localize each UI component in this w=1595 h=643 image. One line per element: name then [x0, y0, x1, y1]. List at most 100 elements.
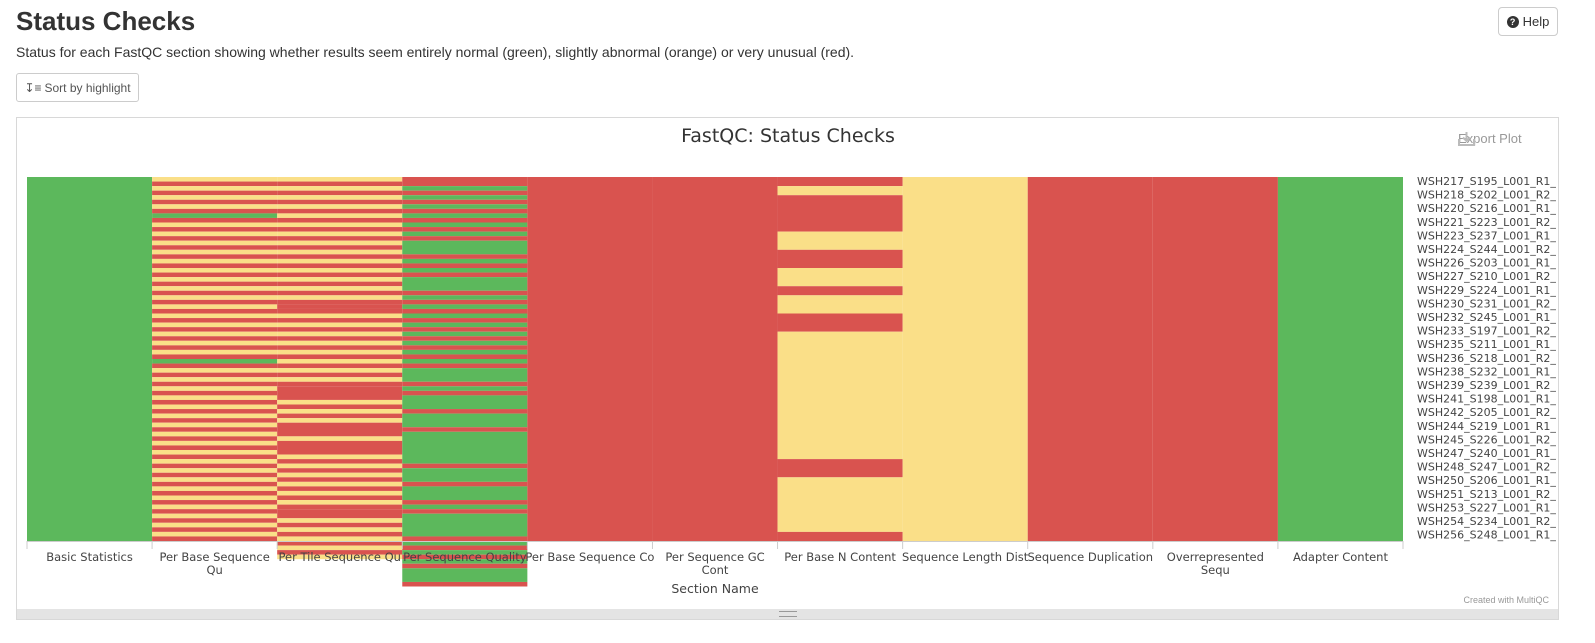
- heatmap-cell-2-21[interactable]: [277, 272, 403, 278]
- heatmap-cell-1-20[interactable]: [152, 268, 278, 273]
- heatmap-cell-1-0[interactable]: [152, 177, 278, 182]
- heatmap-cell-1-15[interactable]: [152, 245, 278, 250]
- heatmap-cell-6-8[interactable]: [777, 313, 903, 332]
- heatmap-cell-6-6[interactable]: [777, 286, 903, 296]
- heatmap-cell-2-60[interactable]: [277, 477, 403, 482]
- heatmap-cell-2-70[interactable]: [277, 527, 403, 532]
- heatmap-cell-1-72[interactable]: [152, 504, 278, 510]
- heatmap-cell-1-59[interactable]: [152, 445, 278, 450]
- heatmap-cell-3-4[interactable]: [402, 199, 528, 205]
- heatmap-cell-3-9[interactable]: [402, 222, 528, 228]
- heatmap-cell-1-32[interactable]: [152, 322, 278, 328]
- heatmap-cell-1-2[interactable]: [152, 186, 278, 191]
- heatmap-cell-3-52[interactable]: [402, 509, 528, 514]
- heatmap-cell-9-0[interactable]: [1152, 177, 1278, 541]
- heatmap-cell-1-55[interactable]: [152, 427, 278, 432]
- heatmap-cell-7-0[interactable]: [902, 177, 1028, 541]
- heatmap-cell-2-40[interactable]: [277, 359, 403, 364]
- heatmap-cell-1-46[interactable]: [152, 386, 278, 391]
- heatmap-cell-3-7[interactable]: [402, 213, 528, 218]
- heatmap-cell-6-2[interactable]: [777, 195, 903, 232]
- plot-resize-handle[interactable]: [17, 609, 1558, 619]
- heatmap-cell-2-27[interactable]: [277, 299, 403, 305]
- heatmap-cell-4-0[interactable]: [527, 177, 653, 541]
- heatmap-cell-3-30[interactable]: [402, 336, 528, 341]
- heatmap-cell-1-60[interactable]: [152, 450, 278, 455]
- heatmap-cell-3-61[interactable]: [402, 568, 528, 582]
- heatmap-cell-3-24[interactable]: [402, 308, 528, 314]
- heatmap-cell-1-42[interactable]: [152, 368, 278, 373]
- heatmap-cell-3-41[interactable]: [402, 395, 528, 410]
- heatmap-cell-3-54[interactable]: [402, 536, 528, 541]
- heatmap-cell-3-15[interactable]: [402, 258, 528, 264]
- heatmap-cell-2-30[interactable]: [277, 313, 403, 319]
- heatmap-cell-1-78[interactable]: [152, 531, 278, 537]
- heatmap-cell-1-23[interactable]: [152, 281, 278, 287]
- heatmap-cell-3-23[interactable]: [402, 304, 528, 309]
- heatmap-cell-1-8[interactable]: [152, 213, 278, 218]
- heatmap-cell-3-26[interactable]: [402, 318, 528, 323]
- heatmap-cell-1-51[interactable]: [152, 409, 278, 414]
- heatmap-cell-1-22[interactable]: [152, 277, 278, 282]
- heatmap-cell-2-71[interactable]: [277, 531, 403, 537]
- heatmap-cell-1-36[interactable]: [152, 340, 278, 346]
- heatmap-cell-6-1[interactable]: [777, 186, 903, 196]
- heatmap-cell-3-35[interactable]: [402, 359, 528, 364]
- heatmap-cell-2-49[interactable]: [277, 409, 403, 414]
- heatmap-cell-1-64[interactable]: [152, 468, 278, 473]
- heatmap-cell-1-31[interactable]: [152, 318, 278, 323]
- heatmap-cell-2-50[interactable]: [277, 413, 403, 419]
- heatmap-cell-3-50[interactable]: [402, 500, 528, 505]
- status-heatmap[interactable]: FastQC: Status Checks Basic Statistics Per…: [17, 118, 1558, 609]
- heatmap-cell-2-51[interactable]: [277, 418, 403, 423]
- heatmap-cell-3-17[interactable]: [402, 268, 528, 273]
- heatmap-cell-3-11[interactable]: [402, 231, 528, 237]
- heatmap-cell-3-8[interactable]: [402, 217, 528, 223]
- sort-by-highlight-button[interactable]: ↧≡ Sort by highlight: [16, 73, 139, 102]
- heatmap-cell-5-0[interactable]: [652, 177, 778, 541]
- heatmap-cell-2-12[interactable]: [277, 231, 403, 237]
- heatmap-cell-2-7[interactable]: [277, 208, 403, 214]
- heatmap-cell-2-46[interactable]: [277, 386, 403, 400]
- heatmap-cell-1-38[interactable]: [152, 349, 278, 355]
- heatmap-cell-3-0[interactable]: [402, 177, 528, 187]
- heatmap-cell-1-44[interactable]: [152, 377, 278, 382]
- heatmap-cell-6-9[interactable]: [777, 331, 903, 460]
- heatmap-cell-2-0[interactable]: [277, 177, 403, 182]
- heatmap-cell-3-16[interactable]: [402, 263, 528, 268]
- heatmap-cell-2-52[interactable]: [277, 422, 403, 437]
- heatmap-cell-2-24[interactable]: [277, 286, 403, 291]
- heatmap-cell-3-31[interactable]: [402, 340, 528, 346]
- heatmap-cell-1-29[interactable]: [152, 308, 278, 314]
- heatmap-cell-6-10[interactable]: [777, 459, 903, 478]
- heatmap-cell-6-4[interactable]: [777, 249, 903, 268]
- heatmap-cell-1-65[interactable]: [152, 472, 278, 478]
- heatmap-cell-2-33[interactable]: [277, 327, 403, 332]
- heatmap-cell-2-45[interactable]: [277, 381, 403, 387]
- heatmap-cell-2-53[interactable]: [277, 436, 403, 441]
- heatmap-cell-1-73[interactable]: [152, 509, 278, 514]
- heatmap-cell-2-28[interactable]: [277, 304, 403, 309]
- heatmap-cell-1-45[interactable]: [152, 381, 278, 387]
- heatmap-cell-3-57[interactable]: [402, 550, 528, 555]
- heatmap-cell-3-36[interactable]: [402, 363, 528, 369]
- heatmap-cell-3-14[interactable]: [402, 254, 528, 259]
- heatmap-cell-1-61[interactable]: [152, 454, 278, 460]
- heatmap-cell-2-6[interactable]: [277, 204, 403, 209]
- heatmap-cell-3-45[interactable]: [402, 431, 528, 464]
- heatmap-cell-2-22[interactable]: [277, 277, 403, 282]
- heatmap-cell-1-33[interactable]: [152, 327, 278, 332]
- heatmap-cell-2-55[interactable]: [277, 454, 403, 460]
- heatmap-cell-1-47[interactable]: [152, 390, 278, 396]
- heatmap-cell-2-63[interactable]: [277, 490, 403, 496]
- heatmap-cell-3-22[interactable]: [402, 299, 528, 305]
- heatmap-cell-1-16[interactable]: [152, 249, 278, 255]
- heatmap-cell-3-13[interactable]: [402, 240, 528, 255]
- heatmap-cell-3-38[interactable]: [402, 381, 528, 387]
- heatmap-cell-1-70[interactable]: [152, 495, 278, 501]
- heatmap-cell-1-74[interactable]: [152, 513, 278, 519]
- heatmap-cell-1-75[interactable]: [152, 518, 278, 523]
- heatmap-cell-3-46[interactable]: [402, 463, 528, 469]
- heatmap-cell-1-18[interactable]: [152, 258, 278, 264]
- heatmap-cell-3-12[interactable]: [402, 236, 528, 241]
